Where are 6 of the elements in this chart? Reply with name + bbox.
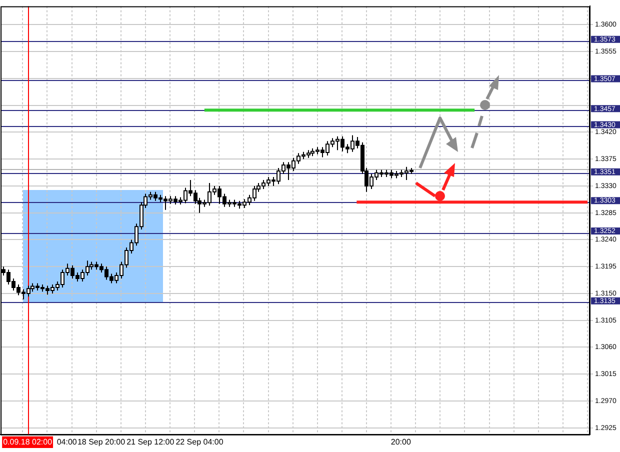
x-tick-label: 0.09.18 02:00 [3, 437, 53, 446]
x-tick-label: 21 Sep 12:00 [126, 437, 175, 446]
x-tick-label: 20:00 [390, 437, 412, 446]
x-tick-label: 22 Sep 04:00 [176, 437, 224, 446]
x-tick-label: 18 Sep 20:00 [77, 437, 126, 446]
x-tick-label: 04:00 [56, 437, 78, 446]
